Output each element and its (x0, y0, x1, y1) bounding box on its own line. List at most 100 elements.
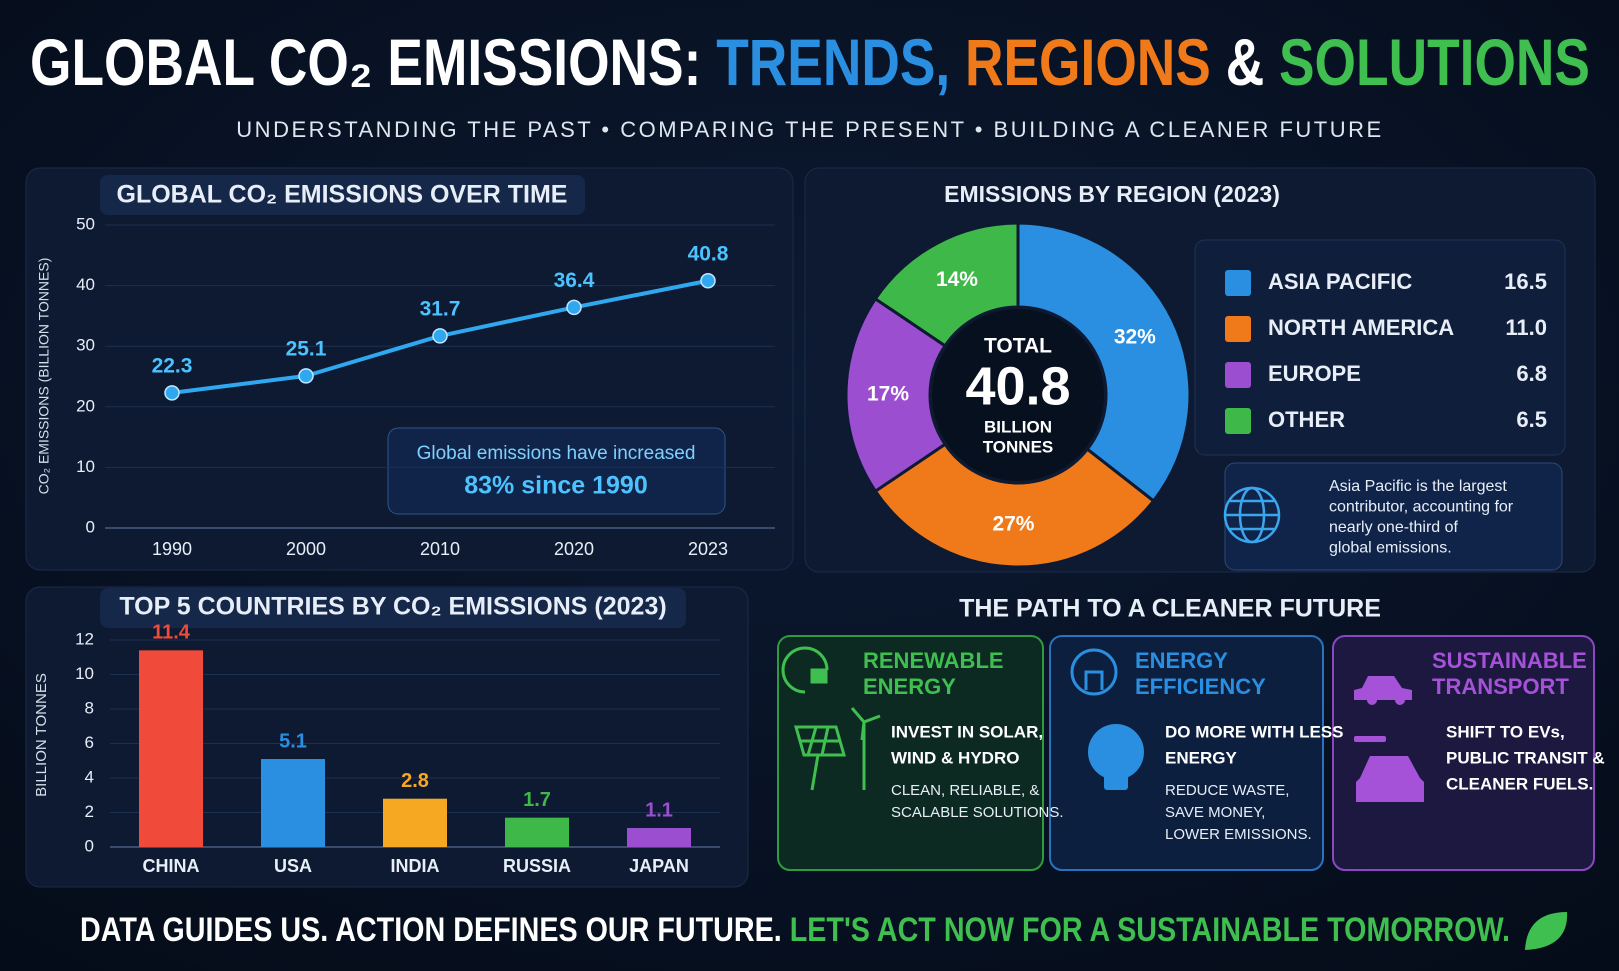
y-axis-label: BILLION TONNES (33, 673, 50, 797)
renewable-icon (781, 646, 881, 791)
y-tick-label: 10 (76, 457, 95, 476)
section-title: THE PATH TO A CLEANER FUTURE (959, 595, 1381, 623)
data-point (298, 368, 314, 384)
data-point (164, 385, 180, 401)
data-point (700, 273, 716, 289)
legend-swatch (1225, 270, 1251, 296)
card-headline: INVEST IN SOLAR, (891, 722, 1043, 741)
title-part: & (1226, 25, 1279, 99)
card-headline: ENERGY (1165, 748, 1237, 767)
bar (627, 828, 691, 847)
bar (139, 650, 203, 847)
data-point (432, 328, 448, 344)
x-tick-label: 2023 (688, 539, 728, 559)
y-tick-label: 40 (76, 275, 95, 294)
page-title: GLOBAL CO₂ EMISSIONS: TRENDS, REGIONS & … (30, 25, 1590, 99)
center-unit: TONNES (983, 437, 1054, 456)
x-tick-label: CHINA (143, 856, 200, 876)
title-part: TRENDS, (716, 25, 965, 99)
card-headline: PUBLIC TRANSIT & (1446, 748, 1605, 767)
center-top: TOTAL (984, 335, 1052, 358)
data-label: 2.8 (401, 770, 429, 792)
data-label: 25.1 (286, 337, 327, 360)
card-headline: WIND & HYDRO (891, 748, 1019, 767)
legend-label: NORTH AMERICA (1268, 315, 1454, 340)
efficiency-icon (1070, 648, 1144, 790)
card-title: ENERGY (1135, 648, 1228, 673)
footer-part: DATA GUIDES US. ACTION DEFINES OUR FUTUR… (80, 911, 790, 949)
globe-icon (1223, 486, 1281, 544)
legend-swatch (1225, 408, 1251, 434)
y-tick-label: 0 (86, 517, 95, 536)
x-tick-label: RUSSIA (503, 856, 571, 876)
card-text: SCALABLE SOLUTIONS. (891, 804, 1064, 821)
data-label: 11.4 (152, 622, 191, 644)
title-part: GLOBAL CO₂ EMISSIONS: (30, 25, 716, 99)
data-label: 31.7 (420, 297, 461, 320)
donut-segment (873, 221, 1020, 348)
legend-label: EUROPE (1268, 361, 1361, 386)
legend-amount: 6.8 (1516, 361, 1547, 386)
center-total: 40.8 (965, 356, 1070, 416)
annotation-box (387, 427, 726, 515)
donut-hole (932, 309, 1104, 481)
x-tick-label: JAPAN (629, 856, 689, 876)
header-pill (100, 175, 585, 215)
legend-amount: 16.5 (1504, 269, 1547, 294)
legend-swatch (1225, 316, 1251, 342)
y-tick-label: 2 (85, 802, 94, 821)
x-tick-label: 2010 (420, 539, 460, 559)
center-unit: BILLION (984, 417, 1052, 436)
x-tick-label: 1990 (152, 539, 192, 559)
y-tick-label: 50 (76, 214, 95, 233)
card-title: EFFICIENCY (1135, 674, 1266, 699)
transport-icon (1354, 676, 1424, 802)
subtitle: UNDERSTANDING THE PAST • COMPARING THE P… (236, 117, 1383, 142)
card-headline: SHIFT TO EVs, (1446, 722, 1565, 741)
y-tick-label: 12 (75, 629, 94, 648)
legend-label: OTHER (1268, 407, 1345, 432)
annotation-highlight: 83% since 1990 (464, 472, 647, 500)
card-title: SUSTAINABLE (1432, 648, 1587, 673)
data-label: 22.3 (152, 354, 193, 377)
title-part: REGIONS (965, 25, 1226, 99)
card-title: ENERGY (863, 674, 956, 699)
y-tick-label: 6 (85, 733, 94, 752)
chart-title: GLOBAL CO₂ EMISSIONS OVER TIME (117, 181, 568, 209)
y-tick-label: 4 (85, 767, 94, 786)
bar (261, 759, 325, 847)
note-text: global emissions. (1329, 540, 1452, 557)
footer: DATA GUIDES US. ACTION DEFINES OUR FUTUR… (80, 911, 1510, 949)
data-label: 40.8 (688, 242, 729, 265)
data-label: 1.1 (645, 799, 673, 821)
data-point (566, 299, 582, 316)
card-headline: DO MORE WITH LESS (1165, 722, 1344, 741)
note-text: contributor, accounting for (1329, 499, 1514, 516)
note-text: nearly one-third of (1329, 519, 1459, 536)
donut-segment (844, 296, 948, 494)
chart-title: EMISSIONS BY REGION (2023) (944, 181, 1280, 207)
segment-label: 32% (1114, 326, 1156, 349)
x-tick-label: USA (274, 856, 312, 876)
segment-label: 17% (867, 383, 909, 406)
card (777, 635, 1044, 871)
bar (505, 817, 569, 847)
legend-swatch (1225, 362, 1251, 388)
chart-title: TOP 5 COUNTRIES BY CO₂ EMISSIONS (2023) (119, 593, 666, 621)
card-text: SAVE MONEY, (1165, 804, 1265, 821)
y-tick-label: 30 (76, 336, 95, 355)
segment-label: 14% (936, 268, 978, 291)
data-label: 5.1 (279, 730, 307, 752)
y-axis-label: CO₂ EMISSIONS (BILLION TONNES) (36, 258, 52, 495)
note-text: Asia Pacific is the largest (1329, 478, 1507, 495)
y-tick-label: 10 (75, 664, 94, 683)
donut-segment (873, 442, 1156, 569)
y-tick-label: 8 (85, 698, 94, 717)
y-tick-label: 0 (85, 836, 94, 855)
segment-label: 27% (992, 512, 1034, 535)
header-pill (100, 588, 686, 628)
x-tick-label: 2000 (286, 539, 326, 559)
card-title: RENEWABLE (863, 648, 1004, 673)
